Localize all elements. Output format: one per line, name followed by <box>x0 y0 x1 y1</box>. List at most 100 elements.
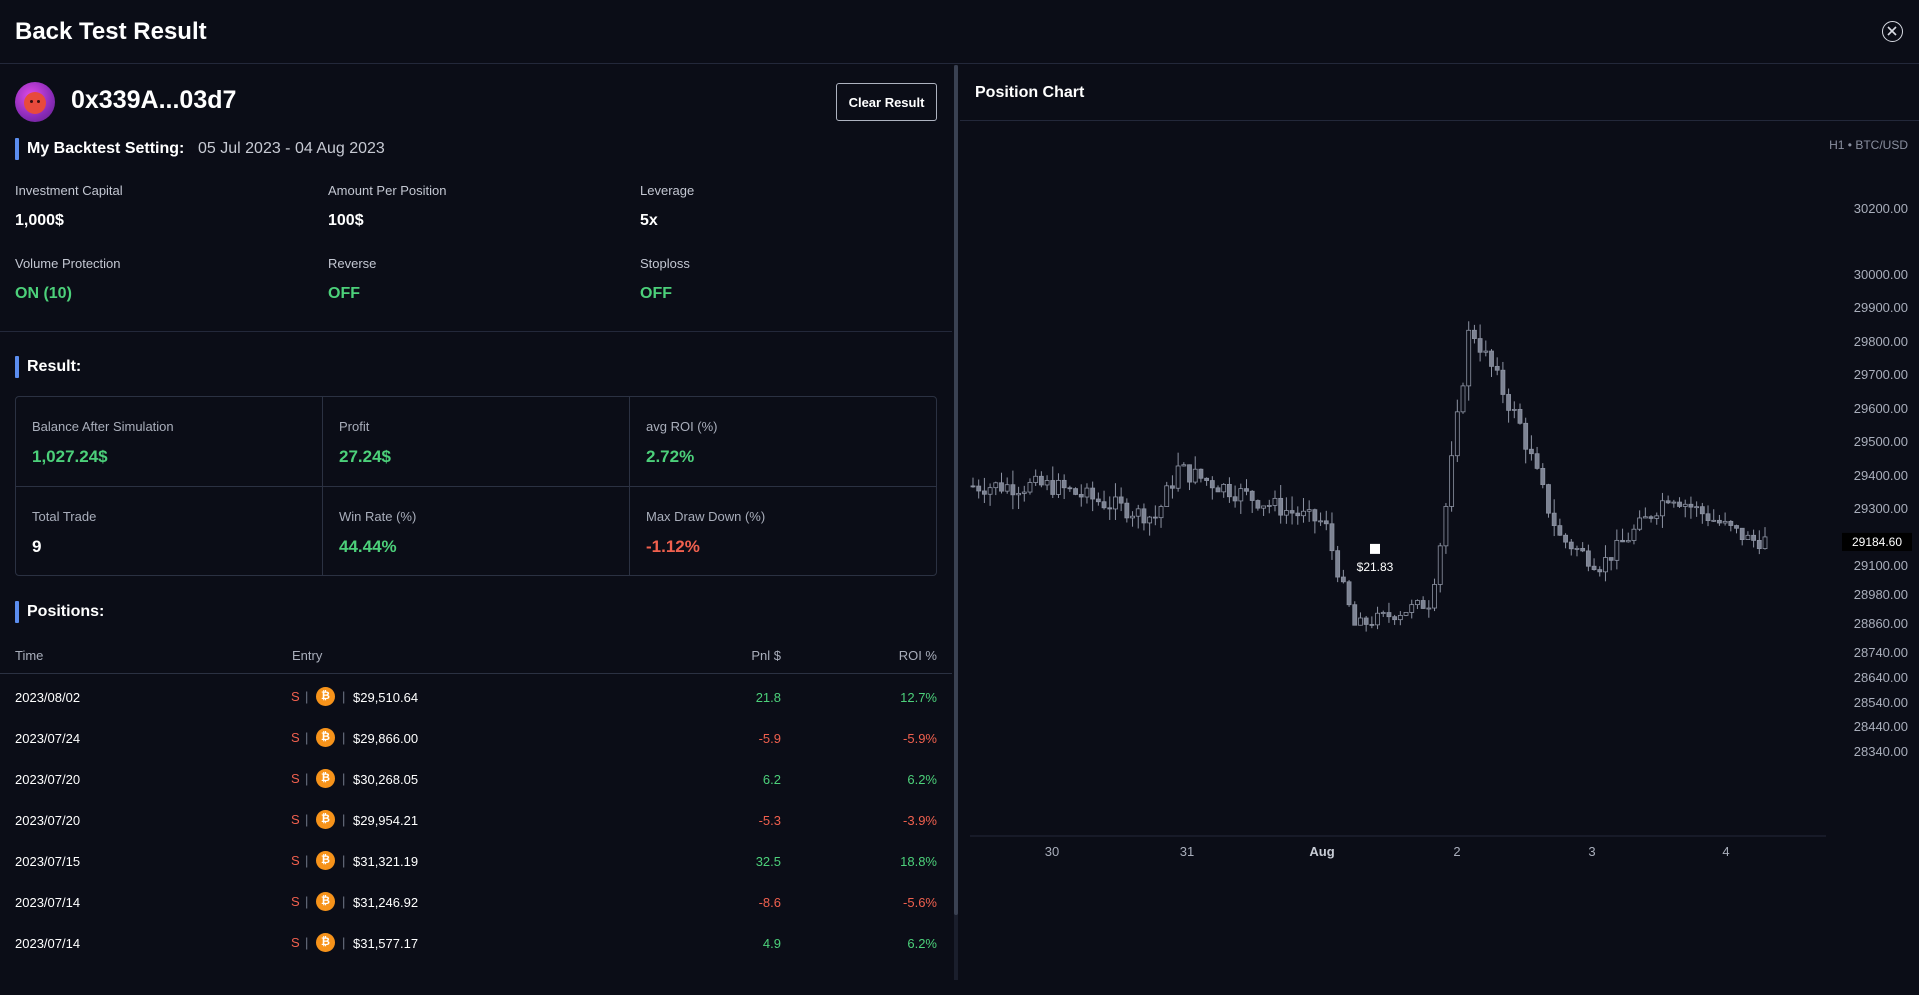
table-row[interactable]: 2023/07/20 S | ₿ | $29,954.21 -5.3 -3.9% <box>0 799 952 840</box>
y-tick-label: 29400.00 <box>1854 468 1908 483</box>
candle-body <box>1227 483 1232 498</box>
separator: | <box>342 730 346 745</box>
candle-body <box>1580 548 1586 552</box>
stat-label: Balance After Simulation <box>32 419 174 434</box>
candle-body <box>1557 525 1563 536</box>
table-row[interactable]: 2023/07/20 S | ₿ | $30,268.05 6.2 6.2% <box>0 758 952 799</box>
candle-body <box>1283 510 1289 516</box>
stat-avg-roi: avg ROI (%) 2.72% <box>630 397 937 487</box>
candle-body <box>1346 581 1352 606</box>
candle-body <box>1711 519 1717 522</box>
clear-result-button[interactable]: Clear Result <box>836 83 937 121</box>
separator: | <box>305 812 309 827</box>
panel-scrollbar[interactable] <box>954 65 958 980</box>
candle-body <box>1192 468 1198 483</box>
candle-body <box>1466 329 1472 387</box>
bitcoin-icon: ₿ <box>316 810 335 829</box>
stat-value: 27.24$ <box>339 447 391 466</box>
candle-body <box>1517 408 1523 424</box>
candle-body <box>1705 513 1711 522</box>
candle-body <box>1546 484 1551 514</box>
section-accent <box>15 138 19 160</box>
candle-body <box>970 485 976 488</box>
candle-body <box>1050 480 1056 495</box>
wallet-address: 0x339A...03d7 <box>71 86 237 114</box>
position-side: S <box>291 894 300 909</box>
y-tick-label: 29600.00 <box>1854 401 1908 416</box>
candle-body <box>1164 485 1170 507</box>
position-side: S <box>291 812 300 827</box>
separator: | <box>342 771 346 786</box>
y-tick-label: 28440.00 <box>1854 719 1908 734</box>
position-time: 2023/07/20 <box>15 772 81 787</box>
candle-body <box>1295 512 1301 517</box>
setting-volume-protection: Volume Protection ON (10) <box>15 256 121 303</box>
section-accent <box>15 601 19 623</box>
position-roi: 6.2% <box>907 936 937 951</box>
separator: | <box>305 853 309 868</box>
table-row[interactable]: 2023/07/15 S | ₿ | $31,321.19 32.5 18.8% <box>0 840 952 881</box>
section-accent <box>15 356 19 378</box>
stat-value: -1.12% <box>646 537 700 556</box>
candle-body <box>1352 604 1358 626</box>
position-pnl: 6.2 <box>762 772 781 787</box>
candle-body <box>1170 485 1175 489</box>
backtest-details-panel: 0x339A...03d7 Clear Result My Backtest S… <box>0 65 952 980</box>
candle-body <box>1181 464 1187 467</box>
y-tick-label: 28740.00 <box>1854 645 1908 660</box>
stat-profit: Profit 27.24$ <box>323 397 630 487</box>
candle-body <box>1004 484 1010 492</box>
candle-body <box>1591 565 1597 571</box>
candle-body <box>1454 411 1460 457</box>
candle-body <box>1033 475 1039 483</box>
separator: | <box>342 812 346 827</box>
position-chart-panel: Position Chart H1 • BTC/USD 30200.00 30000… <box>960 65 1919 995</box>
table-row[interactable]: 2023/07/14 S | ₿ | $31,246.92 -8.6 -5.6% <box>0 881 952 922</box>
candle-body <box>1551 512 1557 527</box>
candle-body <box>1631 528 1637 541</box>
candle-body <box>1124 502 1130 519</box>
candle-body <box>1038 475 1044 486</box>
candle-body <box>1660 500 1665 517</box>
candlestick-chart[interactable]: H1 • BTC/USD 30200.00 30000.00 29900.00 2980… <box>960 121 1919 991</box>
candle-body <box>1540 468 1546 486</box>
candle-body <box>1494 365 1500 371</box>
close-icon[interactable] <box>1882 21 1903 42</box>
y-tick-label: 28640.00 <box>1854 670 1908 685</box>
setting-label: Volume Protection <box>15 256 121 271</box>
setting-label: Amount Per Position <box>328 183 447 198</box>
column-header-time: Time <box>15 648 44 663</box>
table-row[interactable]: 2023/07/24 S | ₿ | $29,866.00 -5.9 -5.9% <box>0 717 952 758</box>
x-tick-label: Aug <box>1309 844 1334 859</box>
candle-body <box>1756 540 1762 550</box>
position-roi: -5.9% <box>903 731 937 746</box>
candle-body <box>1437 545 1443 585</box>
bitcoin-icon: ₿ <box>316 933 335 952</box>
candle-body <box>1380 612 1386 614</box>
entry-price: $29,866.00 <box>353 731 419 746</box>
candle-body <box>1528 448 1534 455</box>
stat-win-rate: Win Rate (%) 44.44% <box>323 487 630 577</box>
candle-body <box>1021 491 1027 494</box>
divider <box>0 331 952 332</box>
stat-balance: Balance After Simulation 1,027.24$ <box>16 397 323 487</box>
candle-body <box>1369 624 1375 626</box>
separator: | <box>342 853 346 868</box>
candle-body <box>1238 488 1244 502</box>
angry-face-icon <box>24 92 46 114</box>
candle-body <box>1608 557 1614 561</box>
candle-body <box>1426 607 1432 610</box>
candle-body <box>1232 496 1238 502</box>
candle-body <box>1289 510 1295 514</box>
position-time: 2023/08/02 <box>15 690 81 705</box>
setting-value: 5x <box>640 212 658 229</box>
setting-label: Investment Capital <box>15 183 123 198</box>
setting-value: 100$ <box>328 212 364 229</box>
candle-body <box>1574 548 1580 550</box>
bitcoin-icon: ₿ <box>316 769 335 788</box>
position-roi: -3.9% <box>903 813 937 828</box>
table-row[interactable]: 2023/08/02 S | ₿ | $29,510.64 21.8 12.7% <box>0 676 952 717</box>
table-row[interactable]: 2023/07/14 S | ₿ | $31,577.17 4.9 6.2% <box>0 922 952 963</box>
bitcoin-icon: ₿ <box>316 728 335 747</box>
scrollbar-thumb[interactable] <box>954 65 958 915</box>
